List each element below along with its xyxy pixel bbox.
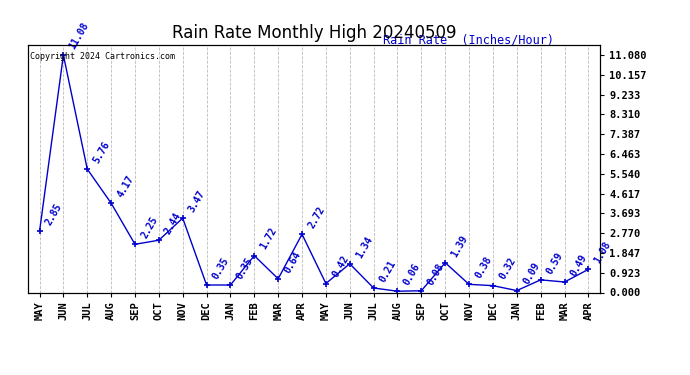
- Text: 0.35: 0.35: [235, 255, 255, 281]
- Text: 0.09: 0.09: [521, 261, 542, 286]
- Text: 2.72: 2.72: [306, 205, 326, 230]
- Text: 1.39: 1.39: [449, 233, 470, 258]
- Text: Copyright 2024 Cartronics.com: Copyright 2024 Cartronics.com: [30, 53, 175, 62]
- Title: Rain Rate Monthly High 20240509: Rain Rate Monthly High 20240509: [172, 24, 456, 42]
- Text: 5.76: 5.76: [91, 140, 112, 165]
- Text: 0.38: 0.38: [473, 255, 493, 280]
- Text: 0.08: 0.08: [426, 261, 446, 286]
- Text: 2.44: 2.44: [163, 211, 184, 236]
- Text: 0.49: 0.49: [569, 252, 589, 278]
- Text: 1.34: 1.34: [354, 234, 374, 260]
- Text: 0.42: 0.42: [330, 254, 351, 279]
- Text: 1.72: 1.72: [259, 226, 279, 252]
- Text: 2.25: 2.25: [139, 215, 159, 240]
- Text: 0.06: 0.06: [402, 262, 422, 287]
- Text: 0.21: 0.21: [377, 258, 398, 284]
- Text: 3.47: 3.47: [187, 189, 207, 214]
- Text: 0.64: 0.64: [282, 249, 303, 274]
- Text: 4.17: 4.17: [115, 174, 136, 199]
- Text: 0.32: 0.32: [497, 256, 518, 282]
- Text: 2.85: 2.85: [43, 202, 64, 227]
- Text: 11.08: 11.08: [68, 21, 91, 51]
- Text: 0.35: 0.35: [210, 255, 231, 281]
- Text: Rain Rate  (Inches/Hour): Rain Rate (Inches/Hour): [383, 34, 553, 47]
- Text: 0.59: 0.59: [545, 251, 565, 276]
- Text: 1.08: 1.08: [593, 240, 613, 265]
